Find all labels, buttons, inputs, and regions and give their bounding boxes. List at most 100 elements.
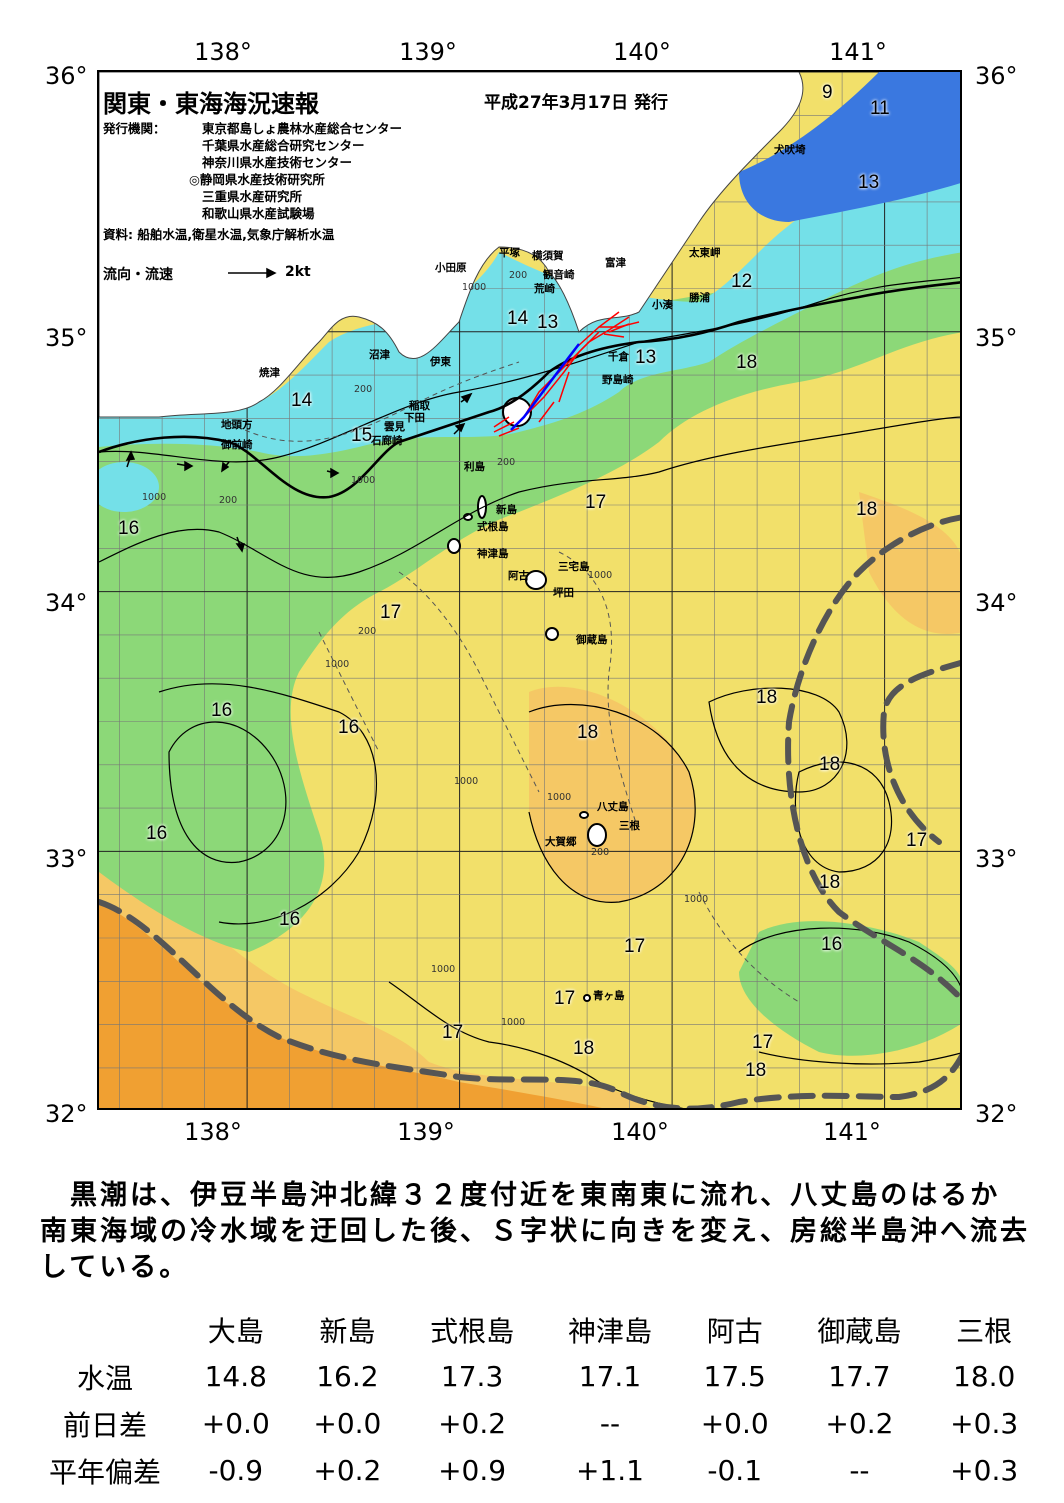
isotherm-label: 16: [338, 717, 360, 738]
table-header-row: 大島 新島 式根島 神津島 阿古 御蔵島 三根: [30, 1306, 1040, 1353]
table-cell: 17.7: [828, 1360, 891, 1393]
table-cell: +1.1: [575, 1454, 644, 1487]
isotherm-label: 14: [291, 390, 313, 411]
isotherm-label: 18: [736, 352, 758, 373]
depth-label: 1000: [462, 282, 487, 293]
aogashima-island: [583, 994, 591, 1002]
isotherm-lines: [99, 276, 960, 1108]
isotherm-label: 11: [870, 98, 890, 119]
table-cell: +0.0: [700, 1407, 769, 1440]
isotherm-label: 17: [906, 830, 928, 851]
place-label: 沼津: [369, 349, 390, 361]
depth-contours: [228, 361, 800, 1003]
lon-label-top: 138°: [194, 38, 252, 66]
place-label: 神津島: [477, 548, 509, 560]
isotherm-label: 17: [380, 602, 402, 623]
legend-label: 流向・流速: [103, 267, 173, 283]
isotherm-label: 16: [821, 934, 843, 955]
place-label: 犬吠埼: [774, 144, 806, 156]
isotherm-label: 17: [752, 1032, 774, 1053]
place-label: 地頭方: [221, 419, 253, 431]
depth-label: 1000: [351, 475, 376, 486]
depth-label: 200: [219, 495, 238, 506]
lat-label-left: 36°: [45, 62, 88, 90]
place-label: 観音崎: [543, 269, 575, 281]
lat-label-left: 33°: [45, 845, 88, 873]
depth-label: 200: [354, 384, 373, 395]
table-cell: +0.2: [313, 1454, 382, 1487]
station-stats-table: 大島 新島 式根島 神津島 阿古 御蔵島 三根 水温 14.8 16.2 17.…: [30, 1306, 1040, 1494]
table-cell: 17.3: [440, 1360, 504, 1393]
isotherm-label: 18: [756, 687, 778, 708]
lon-label-top: 140°: [613, 38, 671, 66]
isotherm-label: 13: [635, 347, 657, 368]
coldest-water-zone: [739, 72, 960, 222]
isotherm-label: 18: [856, 499, 878, 520]
column-header: 新島: [319, 1314, 376, 1348]
isotherm-label: 18: [819, 754, 841, 775]
mikurajima-island: [545, 627, 559, 641]
depth-label: 1000: [501, 1017, 526, 1028]
map-canvas: [99, 72, 960, 1108]
place-label: 勝浦: [689, 292, 710, 304]
kozushima-island: [447, 538, 461, 554]
isotherm-label: 18: [577, 722, 599, 743]
table-cell: 18.0: [953, 1360, 1016, 1393]
place-label: 八丈島: [597, 801, 629, 813]
column-header: 阿古: [706, 1314, 763, 1348]
row-label: 平年偏差: [48, 1455, 161, 1489]
depth-label: 1000: [547, 792, 572, 803]
place-label: 式根島: [477, 521, 509, 533]
place-label: 稲取: [409, 400, 430, 412]
place-label: 利島: [464, 461, 485, 473]
depth-label: 1000: [431, 964, 456, 975]
table-cell: +0.3: [950, 1454, 1019, 1487]
lon-label-bottom: 141°: [823, 1118, 881, 1146]
depth-label: 200: [497, 457, 516, 468]
column-header: 三根: [956, 1314, 1013, 1348]
lon-label-top: 141°: [829, 38, 887, 66]
isotherm-label: 16: [146, 823, 168, 844]
column-header: 式根島: [430, 1314, 515, 1348]
table-cell: -0.1: [707, 1454, 763, 1487]
column-header: 大島: [207, 1314, 264, 1348]
row-label: 前日差: [62, 1408, 147, 1442]
miyakejima-island: [525, 570, 547, 590]
issuer: 三重県水産研究所: [202, 189, 303, 204]
issuer: 和歌山県水産試験場: [202, 206, 315, 221]
issuer: ◎静岡県水産技術研究所: [189, 172, 325, 187]
kuroshio-axis: [99, 514, 960, 1108]
place-label: 坪田: [553, 587, 574, 599]
issuer: 東京都島しょ農林水産総合センター: [202, 121, 403, 136]
place-label: 大賀郷: [545, 836, 577, 848]
isotherm-label: 17: [585, 492, 607, 513]
table-cell: 17.5: [703, 1360, 766, 1393]
depth-label: 200: [358, 626, 377, 637]
table-cell: --: [849, 1454, 870, 1487]
depth-label: 200: [591, 847, 610, 858]
place-label: 三根: [619, 820, 640, 832]
warm-water-zone: [529, 686, 696, 903]
warmest-water-zone: [99, 902, 602, 1108]
depth-label: 200: [509, 270, 528, 281]
lon-label-bottom: 138°: [184, 1118, 242, 1146]
lon-label-bottom: 140°: [611, 1118, 669, 1146]
lat-label-left: 35°: [45, 324, 88, 352]
lon-label-bottom: 139°: [397, 1118, 455, 1146]
legend-arrow: [228, 267, 277, 279]
table-cell: +0.2: [825, 1407, 894, 1440]
isotherm-label: 12: [731, 271, 753, 292]
lat-label-right: 32°: [975, 1100, 1018, 1128]
table-cell: +0.0: [201, 1407, 270, 1440]
isotherm-label: 17: [624, 936, 646, 957]
isotherm-label: 18: [573, 1038, 595, 1059]
isotherm-label: 18: [745, 1060, 767, 1081]
place-label: 平塚: [499, 247, 520, 259]
depth-label: 1000: [684, 894, 709, 905]
place-label: 阿古: [508, 570, 529, 582]
isotherm-label: 13: [537, 312, 559, 333]
issuer: 千葉県水産総合研究センター: [202, 138, 365, 153]
land-area: [99, 72, 804, 418]
isotherm-label: 17: [554, 988, 576, 1009]
depth-label: 1000: [325, 659, 350, 670]
